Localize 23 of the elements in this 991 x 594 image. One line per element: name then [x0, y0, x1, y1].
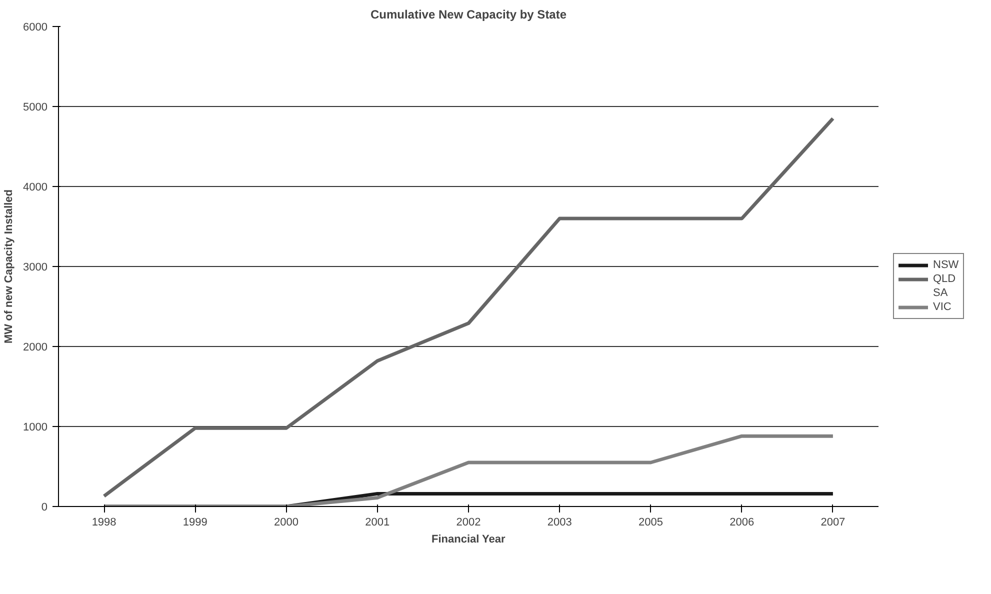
x-tick-label: 2002 — [456, 516, 481, 528]
x-tick-label: 2000 — [274, 516, 299, 528]
text: SA — [933, 286, 949, 300]
x-tick-label: 1998 — [92, 516, 116, 528]
y-axis-title: MW of new Capacity Installed — [3, 189, 16, 344]
x-tick-label: 2007 — [820, 516, 846, 528]
legend-label: QLD — [933, 272, 956, 286]
x-axis-title: Financial Year — [432, 534, 506, 546]
x-tick-label: 2006 — [730, 516, 754, 528]
y-tick-label: 3000 — [23, 262, 48, 274]
x-tick-label: 1999 — [182, 516, 208, 528]
y-tick-label: 5000 — [23, 102, 48, 114]
chart-title: Cumulative New Capacity by State — [370, 8, 567, 22]
legend-label: NSW — [933, 258, 959, 272]
y-tick-label: 6000 — [23, 22, 48, 34]
y-tick-label: 0 — [41, 502, 48, 514]
x-tick-label: 2001 — [365, 516, 390, 528]
legend-label: VIC — [933, 300, 952, 314]
y-tick-label: 4000 — [23, 182, 48, 194]
y-tick-label: 1000 — [23, 422, 48, 434]
x-tick-label: 2003 — [547, 516, 572, 528]
y-tick-label: 2000 — [23, 342, 48, 354]
x-tick-label: 2005 — [638, 516, 663, 528]
